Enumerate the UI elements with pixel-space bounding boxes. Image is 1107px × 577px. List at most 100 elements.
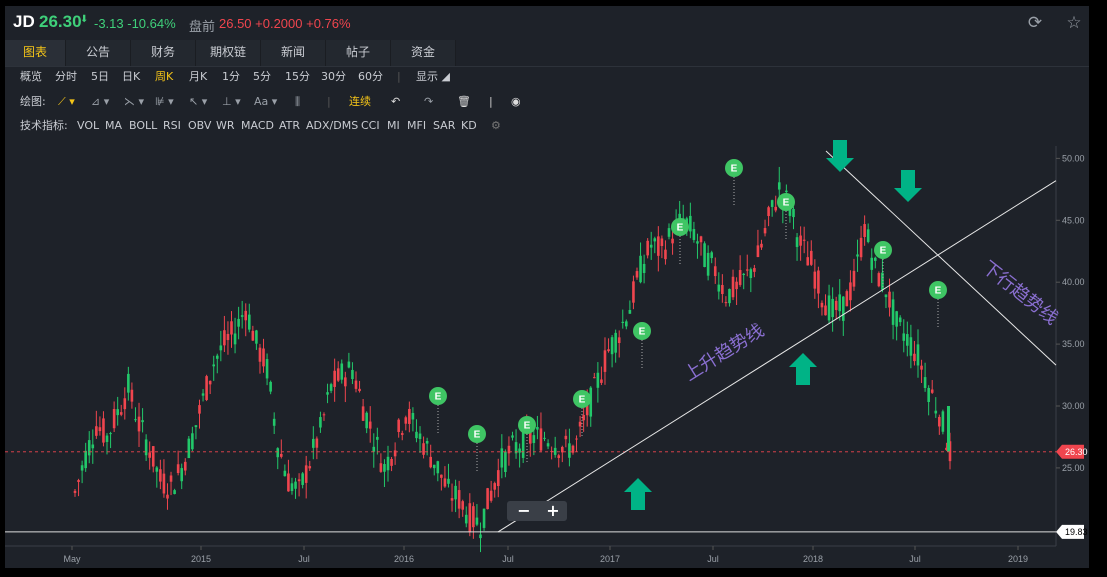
y-tick-label: 40.00 xyxy=(1062,277,1085,287)
redo-icon[interactable]: ↷ xyxy=(424,95,434,108)
arrow-tool-icon[interactable]: ↖ ▾ xyxy=(189,95,208,108)
indicator-macd[interactable]: MACD xyxy=(241,119,274,132)
candle-body xyxy=(621,321,625,324)
period-month[interactable]: 月K xyxy=(189,70,208,83)
bars-tool-icon[interactable]: ⫼ xyxy=(295,95,301,108)
refresh-icon[interactable]: ⟳ xyxy=(1027,13,1043,33)
x-tick-label: 2019 xyxy=(1008,554,1028,564)
low-price-label: 19.83 xyxy=(1065,527,1088,537)
period-30m[interactable]: 30分 xyxy=(321,70,346,83)
candle-body xyxy=(205,376,208,400)
indicator-rsi[interactable]: RSI xyxy=(163,119,181,132)
period-overview[interactable]: 概览 xyxy=(20,70,42,83)
candle-body xyxy=(660,238,664,246)
earnings-marker-label: E xyxy=(731,164,738,175)
period-15m[interactable]: 15分 xyxy=(285,70,310,83)
candle-body xyxy=(859,237,863,258)
candle-body xyxy=(603,350,607,372)
candle-body xyxy=(308,466,312,469)
candle-body xyxy=(532,435,536,444)
candle-body xyxy=(546,443,550,447)
candle-body xyxy=(276,448,280,458)
candle-body xyxy=(724,302,728,304)
candle-body xyxy=(187,438,191,459)
indicator-mfi[interactable]: MFI xyxy=(407,119,427,132)
tab-financials[interactable]: 财务 xyxy=(131,40,196,66)
tab-announcements[interactable]: 公告 xyxy=(66,40,131,66)
zoom-out-button[interactable]: − xyxy=(517,501,531,520)
period-intraday[interactable]: 分时 xyxy=(55,70,77,83)
indicator-ma[interactable]: MA xyxy=(105,119,123,132)
separator: | xyxy=(397,70,401,83)
candle-body xyxy=(560,446,564,453)
x-tick-label: 2018 xyxy=(803,554,823,564)
candle-body xyxy=(208,380,212,385)
ray-tool-icon[interactable]: ⊿ ▾ xyxy=(91,95,110,108)
tab-options[interactable]: 期权链 xyxy=(196,40,261,66)
indicator-vol[interactable]: VOL xyxy=(77,119,100,132)
period-week[interactable]: 周K xyxy=(155,70,174,83)
indicator-cci[interactable]: CCI xyxy=(361,119,380,132)
earnings-marker-label: E xyxy=(783,198,790,209)
settings-gear-icon[interactable]: ⚙ xyxy=(491,119,501,132)
candle-body-last xyxy=(947,406,950,452)
period-60m[interactable]: 60分 xyxy=(358,70,383,83)
indicator-mi[interactable]: MI xyxy=(387,119,400,132)
tab-chart[interactable]: 图表 xyxy=(5,40,66,66)
indicator-obv[interactable]: OBV xyxy=(188,119,212,132)
continuous-toggle[interactable]: 连续 xyxy=(349,95,371,108)
candle-body xyxy=(600,379,603,383)
candle-body xyxy=(507,445,511,454)
tab-news[interactable]: 新闻 xyxy=(261,40,326,66)
candle-body xyxy=(262,348,265,367)
candle-body xyxy=(162,473,166,494)
candle-body xyxy=(795,237,799,247)
downtrend-line xyxy=(825,150,1057,366)
pattern-tool-icon[interactable]: ⊯ ▾ xyxy=(155,95,174,108)
zoom-in-button[interactable]: + xyxy=(546,501,560,520)
down-arrow-icon: ⬇ xyxy=(80,14,89,25)
text-tool-icon[interactable]: Aa ▾ xyxy=(254,95,278,108)
app-window: JD 26.30 ⬇ -3.13 -10.64% 盘前 26.50 +0.200… xyxy=(5,6,1089,568)
candle-body xyxy=(454,485,457,500)
indicator-sar[interactable]: SAR xyxy=(433,119,456,132)
candle-body xyxy=(945,447,948,450)
display-dropdown[interactable]: 显示 ◢ xyxy=(416,70,450,83)
price-change: -3.13 -10.64% xyxy=(94,16,176,31)
candle-body xyxy=(699,236,703,243)
indicator-wr[interactable]: WR xyxy=(216,119,235,132)
candle-body xyxy=(831,298,834,318)
candle-body xyxy=(148,452,151,458)
trash-icon[interactable]: 🗑 xyxy=(457,95,471,108)
period-5m[interactable]: 5分 xyxy=(253,70,271,83)
earnings-marker xyxy=(633,322,651,340)
candle-body xyxy=(568,443,571,458)
candle-body xyxy=(813,271,817,289)
tab-capital[interactable]: 资金 xyxy=(391,40,456,66)
measure-tool-icon[interactable]: ⊥ ▾ xyxy=(222,95,241,108)
tab-posts[interactable]: 帖子 xyxy=(326,40,391,66)
undo-icon[interactable]: ↶ xyxy=(391,95,401,108)
candle-body xyxy=(596,372,600,388)
x-tick-label: Jul xyxy=(298,554,310,564)
indicator-boll[interactable]: BOLL xyxy=(129,119,158,132)
price-chart[interactable]: 50.00 45.00 40.00 35.00 30.00 25.00 May 2015 Jul… xyxy=(5,138,1089,568)
period-1m[interactable]: 1分 xyxy=(222,70,240,83)
premarket-change: 26.50 +0.2000 +0.76% xyxy=(219,16,351,31)
period-day[interactable]: 日K xyxy=(122,70,141,83)
candle-body xyxy=(489,490,493,501)
star-icon[interactable]: ☆ xyxy=(1066,13,1082,33)
indicator-atr[interactable]: ATR xyxy=(279,119,301,132)
candle-body xyxy=(159,469,162,482)
channel-tool-icon[interactable]: ⋋ ▾ xyxy=(124,95,145,108)
candle-body xyxy=(215,355,219,359)
indicator-kd[interactable]: KD xyxy=(461,119,477,132)
earnings-marker-label: E xyxy=(474,430,481,441)
candle-body xyxy=(792,208,795,218)
line-tool-icon[interactable]: ⟋ ▾ xyxy=(58,95,75,108)
candle-body xyxy=(934,410,938,414)
eye-icon[interactable]: ◉ xyxy=(511,95,521,108)
period-5d[interactable]: 5日 xyxy=(91,70,109,83)
indicator-adx[interactable]: ADX/DMS xyxy=(306,119,359,132)
candle-body xyxy=(351,369,354,380)
